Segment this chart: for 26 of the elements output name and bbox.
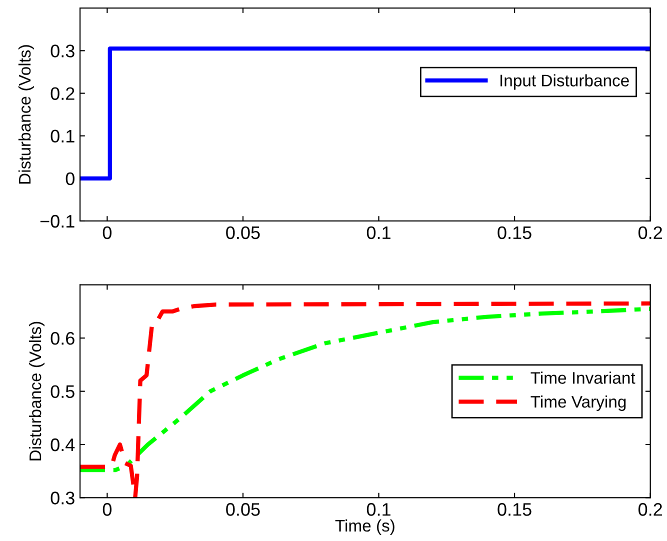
y-axis-title: Disturbance (Volts) (28, 322, 45, 460)
legend-label: Time Varying (530, 395, 626, 411)
x-tick-label: 0.2 (638, 503, 662, 516)
x-tick-label: 0.15 (498, 226, 532, 240)
x-tick-label: 0.1 (366, 226, 390, 240)
x-tick-label: 0 (102, 226, 112, 240)
line-series (80, 306, 650, 472)
y-tick-label: 0.4 (50, 438, 75, 452)
legend-label: Time Invariant (530, 372, 636, 384)
y-tick-label: 0.2 (50, 87, 74, 100)
y-tick-label: 0.5 (50, 385, 74, 398)
x-tick-label: 0.05 (226, 503, 260, 516)
y-tick-label: 0.3 (50, 44, 74, 58)
x-tick-label: 0.2 (638, 226, 662, 240)
x-axis-title: Time (s) (335, 519, 394, 535)
legend-label: Input Disturbance (500, 74, 629, 90)
x-tick-label: 0.15 (498, 503, 532, 516)
y-tick-label: 0.3 (50, 492, 74, 504)
x-tick-label: 0 (102, 503, 112, 516)
y-tick-label: 0.6 (50, 332, 74, 345)
y-axis-title: Disturbance (Volts) (18, 45, 34, 184)
y-tick-label: −0.1 (40, 214, 74, 228)
y-tick-label: 0 (66, 172, 74, 186)
x-tick-label: 0.1 (366, 503, 390, 516)
y-tick-label: 0.1 (50, 130, 74, 143)
x-tick-label: 0.05 (226, 226, 260, 240)
